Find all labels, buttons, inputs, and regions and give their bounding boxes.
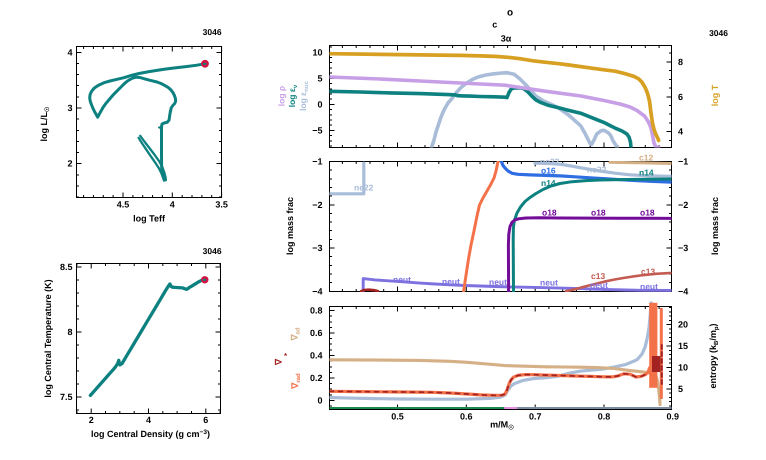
svg-text:log Teff: log Teff — [133, 214, 166, 224]
svg-text:o16: o16 — [541, 166, 556, 176]
svg-text:20: 20 — [678, 320, 688, 330]
svg-text:4: 4 — [146, 415, 151, 425]
svg-text:n14: n14 — [639, 167, 654, 177]
svg-text:log mass frac: log mass frac — [285, 197, 295, 255]
svg-text:0.8: 0.8 — [598, 412, 611, 422]
svg-text:4: 4 — [67, 47, 72, 57]
svg-text:0.2: 0.2 — [310, 373, 323, 383]
svg-text:10: 10 — [312, 47, 322, 57]
svg-text:3: 3 — [67, 103, 72, 113]
svg-text:2: 2 — [67, 159, 72, 169]
svg-text:0.6: 0.6 — [310, 328, 323, 338]
svg-text:entropy (kB/mp): entropy (kB/mp) — [708, 323, 720, 388]
svg-text:4: 4 — [678, 127, 683, 137]
svg-text:5: 5 — [317, 73, 322, 83]
svg-text:0.7: 0.7 — [529, 412, 542, 422]
svg-text:0.8: 0.8 — [310, 306, 323, 316]
svg-text:10: 10 — [678, 362, 688, 372]
svg-text:3α: 3α — [501, 33, 512, 43]
svg-text:∇: ∇ — [274, 358, 284, 366]
svg-text:−4: −4 — [312, 286, 322, 296]
svg-text:c13: c13 — [641, 266, 655, 276]
svg-text:−1: −1 — [312, 157, 322, 167]
svg-text:−4: −4 — [678, 286, 688, 296]
svg-text:neut: neut — [540, 277, 558, 287]
svg-text:3046: 3046 — [203, 27, 222, 37]
svg-text:−3: −3 — [312, 243, 322, 253]
svg-text:o18: o18 — [591, 207, 606, 217]
svg-text:3.5: 3.5 — [215, 200, 228, 210]
svg-text:o18: o18 — [542, 207, 557, 217]
svg-text:0.9: 0.9 — [667, 412, 680, 422]
svg-text:neut: neut — [590, 280, 608, 290]
svg-text:0: 0 — [317, 396, 322, 406]
svg-text:log L/L☉: log L/L☉ — [39, 107, 51, 142]
svg-text:*: * — [284, 352, 288, 361]
svg-text:6: 6 — [203, 415, 208, 425]
svg-text:8.5: 8.5 — [60, 262, 73, 272]
svg-text:6: 6 — [678, 92, 683, 102]
svg-text:n14: n14 — [541, 178, 556, 188]
svg-text:c12: c12 — [639, 153, 653, 163]
svg-text:3046: 3046 — [203, 246, 222, 256]
svg-text:c13: c13 — [591, 271, 605, 281]
svg-text:0.5: 0.5 — [391, 412, 404, 422]
svg-text:c: c — [492, 19, 497, 29]
svg-text:o18: o18 — [640, 207, 655, 217]
svg-text:0: 0 — [317, 99, 322, 109]
svg-text:8: 8 — [678, 57, 683, 67]
svg-text:0.4: 0.4 — [310, 351, 323, 361]
svg-text:−3: −3 — [678, 243, 688, 253]
svg-text:−2: −2 — [678, 200, 688, 210]
svg-text:4: 4 — [170, 200, 175, 210]
svg-text:neut: neut — [640, 281, 658, 291]
svg-text:−5: −5 — [312, 126, 322, 136]
svg-text:3046: 3046 — [709, 28, 728, 38]
svg-text:neut: neut — [393, 274, 411, 284]
svg-text:15: 15 — [678, 341, 688, 351]
svg-text:4.5: 4.5 — [117, 200, 130, 210]
svg-text:neut: neut — [489, 277, 507, 287]
svg-text:−1: −1 — [678, 157, 688, 167]
svg-text:−2: −2 — [312, 200, 322, 210]
svg-text:neut: neut — [442, 276, 460, 286]
svg-text:o: o — [507, 7, 513, 18]
svg-text:log T: log T — [710, 84, 720, 106]
svg-text:log ρ: log ρ — [276, 86, 286, 106]
svg-text:log εν: log εν — [287, 84, 299, 107]
svg-text:ne22: ne22 — [540, 157, 560, 167]
svg-text:0.6: 0.6 — [460, 412, 473, 422]
svg-text:log Central Temperature (K): log Central Temperature (K) — [43, 279, 53, 397]
svg-text:7.5: 7.5 — [60, 392, 73, 402]
svg-text:5: 5 — [678, 384, 683, 394]
svg-text:log mass frac: log mass frac — [710, 197, 720, 255]
svg-text:2: 2 — [89, 415, 94, 425]
svg-text:log Central Density (g cm−3): log Central Density (g cm−3) — [91, 429, 210, 439]
svg-text:m/M☉: m/M☉ — [490, 420, 514, 432]
svg-text:ne22: ne22 — [587, 164, 607, 174]
svg-text:8: 8 — [67, 327, 72, 337]
svg-text:ne22: ne22 — [354, 183, 374, 193]
